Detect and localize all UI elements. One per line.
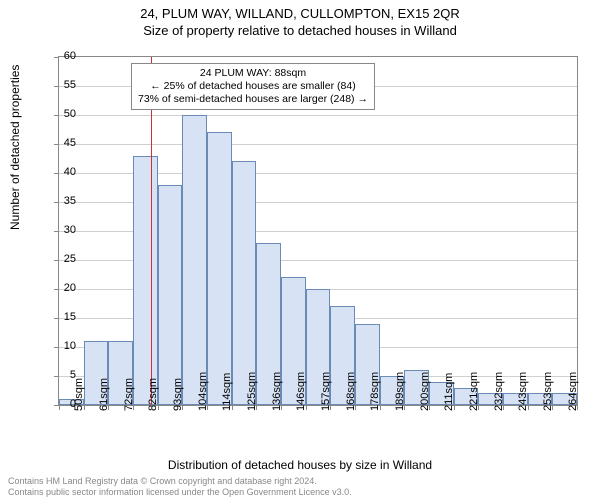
ytick-label: 20 — [48, 282, 76, 294]
xtick-mark — [232, 405, 233, 410]
ytick-label: 15 — [48, 311, 76, 323]
annotation-line2: ← 25% of detached houses are smaller (84… — [138, 80, 368, 93]
gridline — [59, 115, 577, 116]
chart-title: 24, PLUM WAY, WILLAND, CULLOMPTON, EX15 … — [0, 0, 600, 21]
ytick-label: 60 — [48, 50, 76, 62]
ytick-label: 50 — [48, 108, 76, 120]
ytick-label: 30 — [48, 224, 76, 236]
plot-area: 24 PLUM WAY: 88sqm ← 25% of detached hou… — [58, 56, 578, 406]
xtick-mark — [133, 405, 134, 410]
xtick-mark — [404, 405, 405, 410]
xtick-mark — [503, 405, 504, 410]
ytick-label: 55 — [48, 79, 76, 91]
xtick-mark — [84, 405, 85, 410]
xtick-mark — [182, 405, 183, 410]
chart-container: 24, PLUM WAY, WILLAND, CULLOMPTON, EX15 … — [0, 0, 600, 500]
x-axis-label: Distribution of detached houses by size … — [0, 458, 600, 472]
chart-subtitle: Size of property relative to detached ho… — [0, 21, 600, 38]
xtick-mark — [577, 405, 578, 410]
histogram-bar — [158, 185, 183, 405]
xtick-mark — [108, 405, 109, 410]
xtick-mark — [552, 405, 553, 410]
annotation-line1: 24 PLUM WAY: 88sqm — [138, 67, 368, 80]
xtick-mark — [158, 405, 159, 410]
xtick-mark — [355, 405, 356, 410]
gridline — [59, 144, 577, 145]
histogram-bar — [232, 161, 257, 405]
histogram-bar — [182, 115, 207, 405]
annotation-line3: 73% of semi-detached houses are larger (… — [138, 93, 368, 106]
xtick-mark — [429, 405, 430, 410]
xtick-mark — [454, 405, 455, 410]
ytick-label: 0 — [48, 398, 76, 410]
ytick-label: 25 — [48, 253, 76, 265]
footer-line2: Contains public sector information licen… — [8, 487, 352, 498]
xtick-mark — [528, 405, 529, 410]
y-axis-label: Number of detached properties — [8, 65, 22, 230]
footer: Contains HM Land Registry data © Crown c… — [8, 476, 352, 498]
ytick-label: 40 — [48, 166, 76, 178]
histogram-bar — [133, 156, 158, 405]
xtick-mark — [306, 405, 307, 410]
histogram-bar — [207, 132, 232, 405]
xtick-mark — [281, 405, 282, 410]
ytick-label: 35 — [48, 195, 76, 207]
xtick-mark — [207, 405, 208, 410]
xtick-mark — [380, 405, 381, 410]
xtick-mark — [478, 405, 479, 410]
footer-line1: Contains HM Land Registry data © Crown c… — [8, 476, 352, 487]
xtick-mark — [256, 405, 257, 410]
xtick-mark — [330, 405, 331, 410]
ytick-label: 45 — [48, 137, 76, 149]
ytick-label: 10 — [48, 340, 76, 352]
annotation-box: 24 PLUM WAY: 88sqm ← 25% of detached hou… — [131, 63, 375, 110]
ytick-label: 5 — [48, 369, 76, 381]
